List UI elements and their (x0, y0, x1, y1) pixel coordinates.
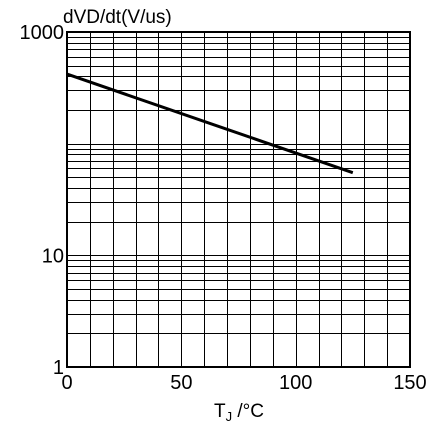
x-tick-label: 100 (279, 372, 312, 394)
x-axis-label: TJ /°C (214, 401, 264, 424)
x-tick-label: 50 (170, 372, 192, 394)
x-axis-label-subscript: J (226, 409, 233, 424)
tick-labels: 0 50 100 150 1 10 1000 (20, 22, 427, 394)
x-axis-label-main: T (214, 401, 226, 422)
series-layer (66, 72, 354, 175)
x-axis-label-unit: /°C (232, 401, 264, 422)
y-tick-label: 1000 (20, 22, 65, 44)
grid (67, 32, 410, 367)
y-tick-label: 10 (42, 245, 64, 267)
plot-frame (66, 31, 411, 368)
x-axis-label-text: TJ /°C (214, 401, 264, 424)
series-line (66, 72, 354, 175)
x-tick-label: 150 (393, 372, 426, 394)
y-axis-label: dVD/dt(V/us) (63, 7, 172, 28)
x-tick-label: 0 (61, 372, 72, 394)
y-tick-label: 1 (53, 357, 64, 379)
